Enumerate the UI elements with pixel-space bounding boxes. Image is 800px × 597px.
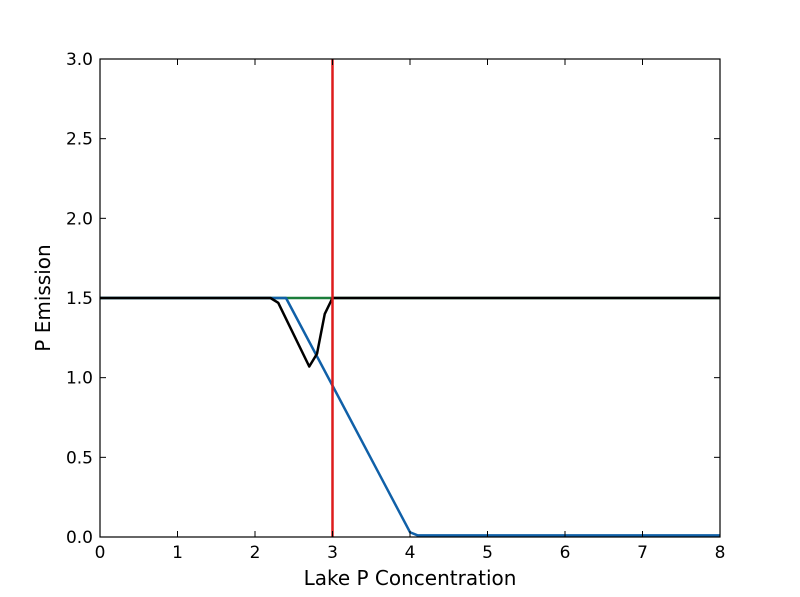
- y-tick-label: 1.5: [66, 289, 93, 309]
- y-tick-label: 1.0: [66, 369, 93, 389]
- y-tick-label: 0.0: [66, 528, 93, 548]
- x-tick-label: 1: [172, 543, 183, 563]
- y-axis-label: P Emission: [31, 244, 55, 351]
- x-tick-label: 7: [637, 543, 648, 563]
- series-line-2: [100, 296, 720, 537]
- x-tick-label: 0: [95, 543, 106, 563]
- y-tick-label: 3.0: [66, 50, 93, 70]
- x-tick-label: 5: [482, 543, 493, 563]
- series-line-3: [100, 296, 720, 368]
- x-tick-label: 8: [715, 543, 726, 563]
- tick-layer: 0 1 2 3 4 5 6 7 8 0.0 0.5 1.0 1.5 2.0 2.5 3.0: [66, 50, 725, 563]
- x-tick-label: 4: [405, 543, 416, 563]
- y-tick-label: 2.5: [66, 130, 93, 150]
- x-axis-label: Lake P Concentration: [304, 566, 517, 590]
- y-tick-label: 2.0: [66, 209, 93, 229]
- x-tick-label: 3: [327, 543, 338, 563]
- y-tick-label: 0.5: [66, 448, 93, 468]
- x-tick-label: 2: [250, 543, 261, 563]
- x-tick-label: 6: [560, 543, 571, 563]
- series-layer: [100, 59, 720, 537]
